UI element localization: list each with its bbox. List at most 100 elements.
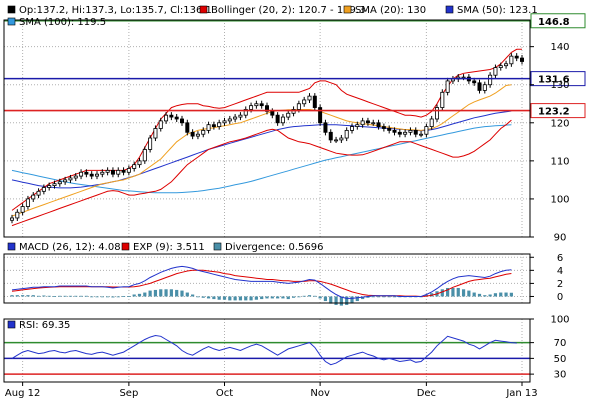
candle-body — [434, 107, 439, 120]
divergence-bar — [392, 296, 397, 298]
candle-body — [413, 130, 418, 135]
divergence-bar — [47, 295, 51, 297]
divergence-bar — [143, 292, 147, 297]
candle-body — [504, 63, 509, 67]
candle-body — [105, 169, 110, 173]
candle — [259, 100, 264, 109]
candle — [201, 127, 206, 138]
candle — [434, 104, 439, 123]
candle-body — [158, 120, 163, 129]
candle-body — [339, 137, 344, 141]
divergence-bar — [451, 287, 455, 297]
price-tick-label: 130 — [550, 80, 569, 91]
divergence-bar — [175, 289, 179, 297]
candle — [57, 178, 62, 187]
divergence-bar — [222, 296, 227, 300]
candle — [413, 127, 418, 138]
divergence-bar — [10, 295, 14, 297]
candle — [63, 176, 68, 185]
time-axis: Aug 12 Sep Oct Nov Dec Jan 13 — [5, 382, 538, 399]
candle — [323, 119, 328, 136]
divergence-bar — [26, 295, 30, 297]
candle-body — [270, 110, 275, 116]
divergence-bar — [164, 289, 168, 297]
divergence-bar — [361, 296, 365, 300]
candle — [498, 62, 503, 71]
legend-swatch — [7, 17, 16, 26]
divergence-bar — [371, 296, 375, 298]
divergence-bar — [366, 296, 370, 298]
price-tick-label: 120 — [550, 118, 569, 129]
rsi-tick-label: 100 — [550, 315, 569, 326]
candle — [254, 100, 259, 109]
candle — [15, 209, 20, 222]
divergence-bar — [350, 296, 354, 303]
candle-body — [296, 103, 301, 110]
candle — [482, 81, 487, 94]
candle-body — [15, 211, 20, 219]
divergence-bar — [504, 292, 508, 297]
level-label: 146.8 — [538, 17, 570, 28]
candle — [312, 93, 317, 111]
divergence-bar — [382, 296, 386, 298]
bollinger-lower-line — [11, 119, 512, 227]
legend-swatch — [7, 5, 16, 14]
candle — [153, 125, 158, 142]
candle — [275, 112, 280, 126]
candle-body — [89, 173, 94, 177]
divergence-bar — [334, 296, 338, 305]
candle-body — [408, 130, 413, 133]
macd-pane-frame — [3, 253, 531, 304]
candle — [116, 167, 121, 178]
candle — [403, 129, 408, 138]
candle-body — [249, 105, 254, 110]
candle — [25, 195, 30, 210]
candle-body — [142, 149, 147, 162]
divergence-bar — [244, 296, 248, 301]
divergence-bar — [36, 295, 41, 297]
candle — [520, 55, 525, 65]
divergence-bar — [127, 296, 131, 297]
candle — [488, 72, 493, 88]
divergence-bar — [286, 296, 290, 300]
candle-body — [68, 177, 73, 181]
candle-body — [116, 169, 121, 175]
candle-body — [254, 103, 259, 107]
candle — [371, 119, 376, 126]
divergence-bar — [270, 296, 274, 299]
candle — [190, 129, 195, 140]
divergence-bar — [329, 296, 333, 304]
legend-label: SMA (50): 123.1 — [457, 5, 538, 16]
divergence-bar — [509, 292, 513, 297]
candle-body — [84, 171, 89, 175]
divergence-bar — [191, 294, 195, 297]
candle — [424, 123, 429, 138]
divergence-bar — [95, 296, 99, 298]
candle-body — [482, 84, 487, 91]
divergence-bar — [196, 296, 200, 298]
candle-body — [328, 131, 333, 141]
candle-body — [509, 55, 514, 65]
candle-body — [79, 171, 84, 177]
candle-body — [488, 74, 493, 86]
candle-body — [110, 169, 115, 175]
candle-body — [211, 124, 216, 127]
candle — [360, 117, 365, 128]
x-tick-label: Dec — [417, 388, 436, 399]
divergence-bar — [313, 295, 317, 297]
legend-label: EXP (9): 3.511 — [133, 242, 205, 253]
divergence-bar — [206, 296, 211, 299]
divergence-bar — [477, 293, 482, 297]
candle — [408, 127, 413, 136]
divergence-bar — [440, 289, 444, 297]
price-pane: 146.8 131.6 123.2 140 130 120 110 100 90 — [3, 13, 586, 244]
candle-body — [148, 137, 153, 150]
candle — [185, 119, 190, 136]
candle — [504, 60, 509, 69]
candle — [36, 188, 41, 199]
divergence-bar — [307, 295, 312, 297]
candle-body — [520, 57, 525, 62]
candle — [110, 167, 115, 178]
candle-body — [201, 130, 206, 135]
candle — [307, 93, 312, 103]
